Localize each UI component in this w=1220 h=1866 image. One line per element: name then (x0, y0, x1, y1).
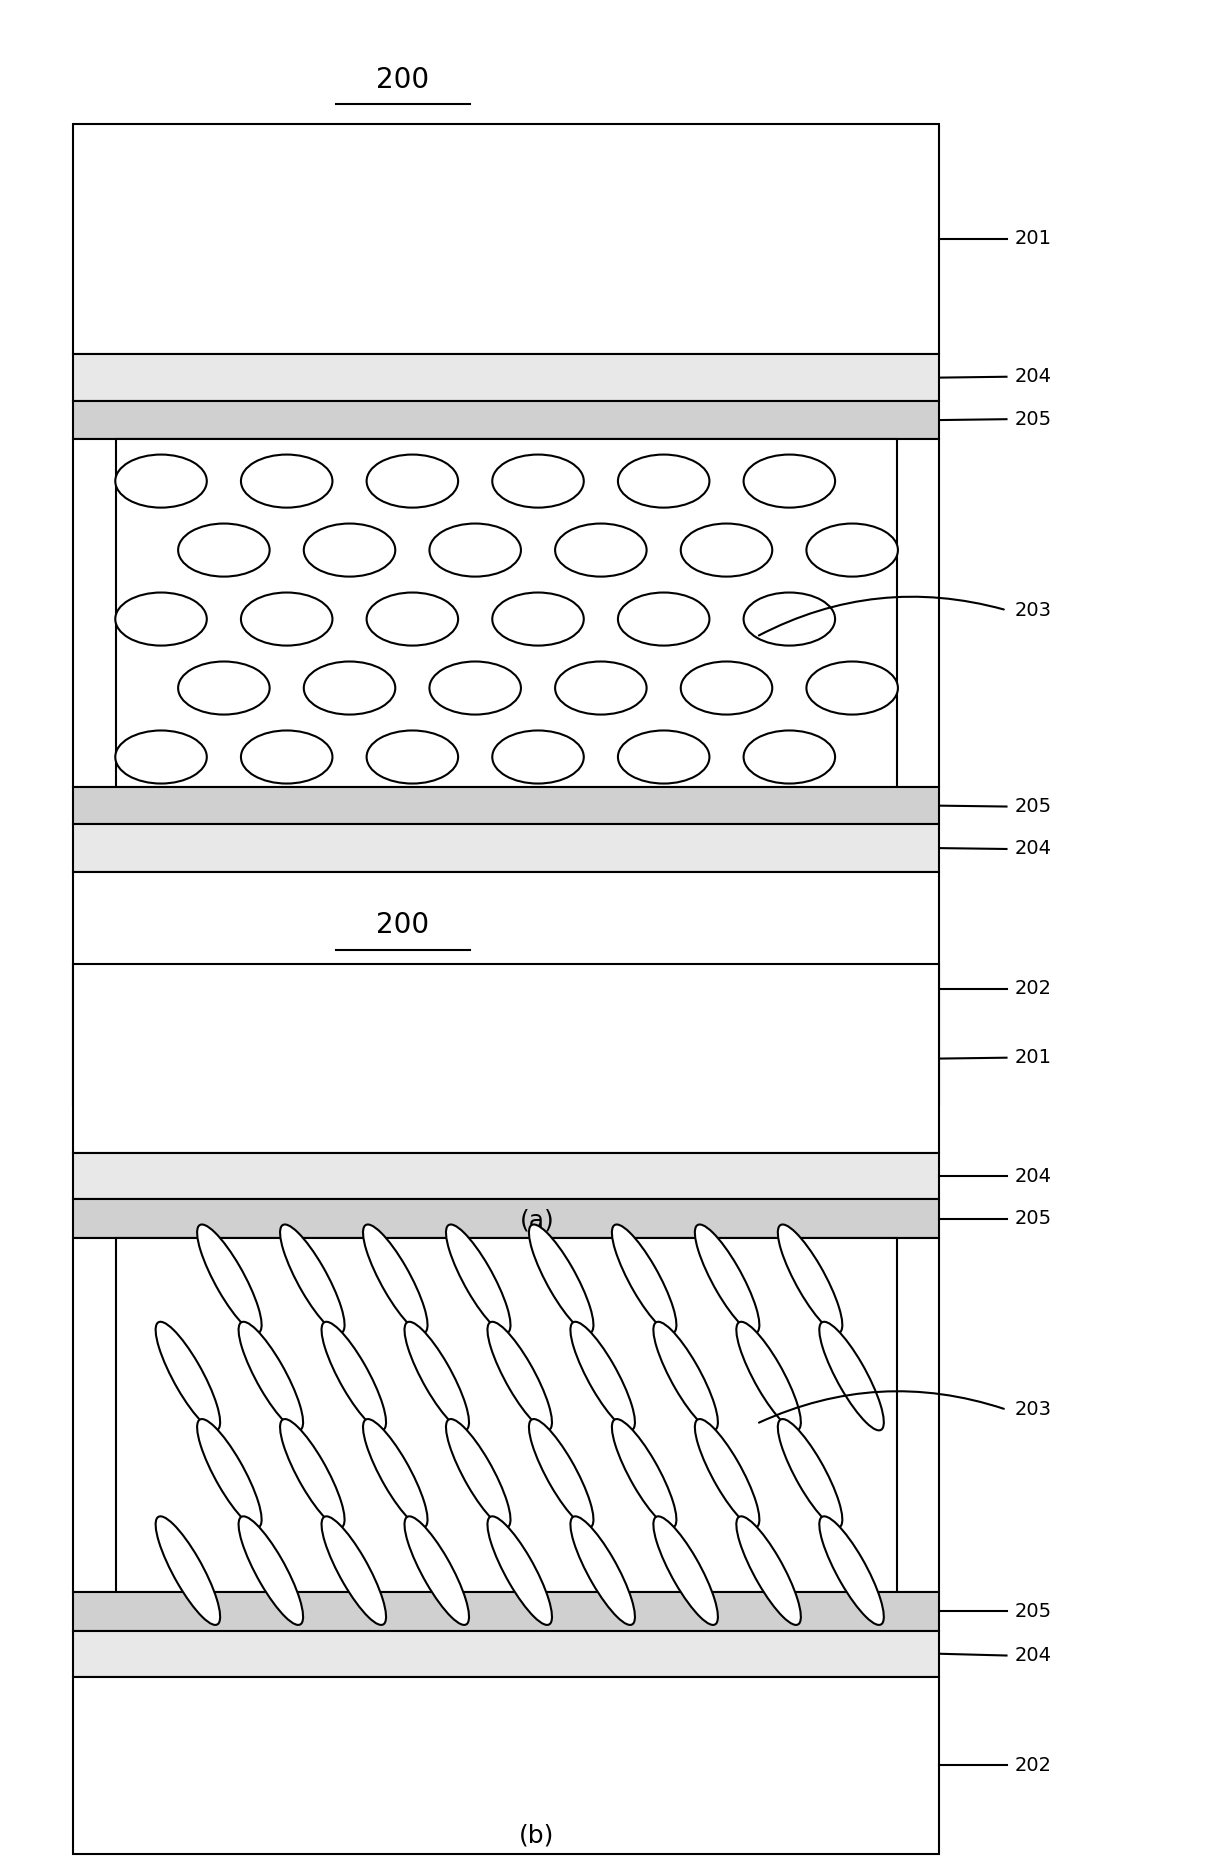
Ellipse shape (492, 593, 583, 646)
Ellipse shape (156, 1517, 220, 1625)
Ellipse shape (366, 593, 458, 646)
Text: 205: 205 (1015, 1601, 1052, 1622)
Text: 200: 200 (376, 65, 429, 93)
Ellipse shape (695, 1418, 759, 1528)
Ellipse shape (304, 662, 395, 715)
Bar (73, 1153, 939, 1200)
Ellipse shape (820, 1517, 883, 1625)
Ellipse shape (178, 662, 270, 715)
Text: 203: 203 (1015, 601, 1052, 620)
Text: 205: 205 (1015, 1209, 1052, 1228)
Ellipse shape (322, 1321, 386, 1431)
Ellipse shape (364, 1418, 427, 1528)
Bar (116, 1239, 897, 1592)
Text: 205: 205 (1015, 797, 1052, 815)
Ellipse shape (744, 593, 836, 646)
Ellipse shape (529, 1224, 593, 1332)
Bar (73, 965, 939, 1153)
Ellipse shape (364, 1224, 427, 1332)
Text: 205: 205 (1015, 411, 1052, 429)
Text: 204: 204 (1015, 1646, 1052, 1664)
Ellipse shape (198, 1224, 261, 1332)
Ellipse shape (116, 730, 207, 784)
Ellipse shape (654, 1321, 717, 1431)
Bar (73, 1592, 939, 1631)
Bar (73, 1631, 939, 1678)
Ellipse shape (447, 1224, 510, 1332)
Ellipse shape (322, 1517, 386, 1625)
Ellipse shape (571, 1321, 634, 1431)
Text: 203: 203 (1015, 1400, 1052, 1420)
Ellipse shape (492, 730, 583, 784)
Ellipse shape (366, 455, 458, 508)
Ellipse shape (820, 1321, 883, 1431)
Text: 202: 202 (1015, 1756, 1052, 1775)
Bar (73, 1239, 939, 1592)
Ellipse shape (429, 524, 521, 577)
Text: (b): (b) (520, 1823, 554, 1847)
Bar (73, 1678, 939, 1853)
Ellipse shape (654, 1517, 717, 1625)
Ellipse shape (156, 1321, 220, 1431)
Text: 201: 201 (1015, 1049, 1052, 1067)
Ellipse shape (619, 593, 710, 646)
Text: (a): (a) (520, 1209, 554, 1232)
Ellipse shape (612, 1418, 676, 1528)
Ellipse shape (240, 730, 332, 784)
Text: 202: 202 (1015, 980, 1052, 998)
Ellipse shape (405, 1321, 468, 1431)
Ellipse shape (612, 1224, 676, 1332)
Ellipse shape (778, 1418, 842, 1528)
Ellipse shape (744, 730, 836, 784)
Bar (73, 787, 939, 825)
Bar (73, 1200, 939, 1239)
Ellipse shape (239, 1321, 303, 1431)
Ellipse shape (116, 455, 207, 508)
Bar (73, 355, 939, 401)
Ellipse shape (116, 593, 207, 646)
Ellipse shape (806, 662, 898, 715)
Bar (73, 871, 939, 1105)
Bar (73, 401, 939, 439)
Ellipse shape (744, 455, 836, 508)
Ellipse shape (619, 455, 710, 508)
Ellipse shape (571, 1517, 634, 1625)
Ellipse shape (447, 1418, 510, 1528)
Ellipse shape (778, 1224, 842, 1332)
Ellipse shape (178, 524, 270, 577)
Bar (73, 123, 939, 355)
Ellipse shape (198, 1418, 261, 1528)
Text: 204: 204 (1015, 1166, 1052, 1185)
Ellipse shape (806, 524, 898, 577)
Text: 201: 201 (1015, 230, 1052, 248)
Ellipse shape (281, 1224, 344, 1332)
Ellipse shape (240, 593, 332, 646)
Ellipse shape (492, 455, 583, 508)
Ellipse shape (240, 455, 332, 508)
Ellipse shape (429, 662, 521, 715)
Ellipse shape (555, 524, 647, 577)
Ellipse shape (555, 662, 647, 715)
Text: 200: 200 (376, 911, 429, 939)
Ellipse shape (239, 1517, 303, 1625)
Ellipse shape (366, 730, 458, 784)
Text: 204: 204 (1015, 840, 1052, 858)
Ellipse shape (681, 524, 772, 577)
Bar (73, 825, 939, 871)
Ellipse shape (405, 1517, 468, 1625)
Ellipse shape (281, 1418, 344, 1528)
Ellipse shape (737, 1321, 800, 1431)
Ellipse shape (488, 1517, 551, 1625)
Ellipse shape (681, 662, 772, 715)
Ellipse shape (619, 730, 710, 784)
Ellipse shape (737, 1517, 800, 1625)
Ellipse shape (488, 1321, 551, 1431)
Bar (116, 439, 897, 787)
Bar (73, 439, 939, 787)
Text: 204: 204 (1015, 368, 1052, 386)
Ellipse shape (695, 1224, 759, 1332)
Ellipse shape (304, 524, 395, 577)
Ellipse shape (529, 1418, 593, 1528)
